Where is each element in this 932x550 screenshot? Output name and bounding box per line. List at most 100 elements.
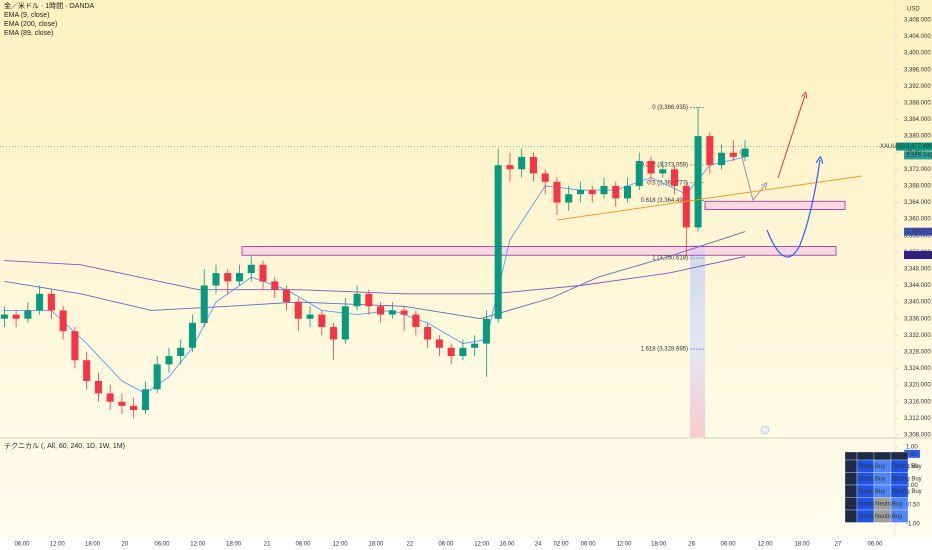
x-tick-label: 16:00 bbox=[499, 542, 515, 548]
candle-body bbox=[47, 293, 55, 311]
table-header: TF bbox=[847, 454, 855, 460]
table-cell-text: Strong Buy bbox=[858, 464, 888, 470]
x-tick-label: 12:00 bbox=[758, 542, 774, 548]
table-cell-text: 1W bbox=[846, 501, 855, 507]
candle-body bbox=[165, 356, 173, 365]
x-tick-label: 21 bbox=[264, 542, 271, 548]
table-cell-text: Neutral bbox=[875, 501, 894, 507]
candle-body bbox=[506, 165, 514, 170]
candle-body bbox=[330, 327, 338, 340]
y-tick-label: 3,384.000 bbox=[904, 117, 931, 123]
x-tick-label: 12:00 bbox=[190, 542, 206, 548]
table-cell-text: 240 bbox=[846, 476, 857, 482]
y-tick-label: 3,316.000 bbox=[904, 399, 931, 405]
time-axis-bg bbox=[0, 537, 932, 550]
x-tick-label: 22 bbox=[407, 542, 414, 548]
y-tick-label: 3,364.000 bbox=[904, 200, 931, 206]
y-tick-label: 3,360.000 bbox=[904, 217, 931, 223]
x-tick-label: 18:00 bbox=[368, 542, 384, 548]
x-tick-label: 27 bbox=[835, 542, 842, 548]
x-tick-label: 06:00 bbox=[868, 542, 884, 548]
candle-body bbox=[682, 185, 690, 228]
trend-line bbox=[556, 175, 863, 221]
osc-tag bbox=[904, 449, 920, 458]
candle-body bbox=[24, 310, 32, 319]
fib-label: 0.382 (3,373.059) bbox=[641, 163, 688, 169]
price-tag-label: 3,377.490 bbox=[906, 144, 932, 150]
table-cell-text: Strong Buy bbox=[892, 464, 922, 470]
y-tick-label: 3,388.000 bbox=[904, 100, 931, 106]
candle-body bbox=[623, 185, 632, 199]
candle-body bbox=[130, 405, 138, 411]
chart-title: 金／米ドル · 1時間 · OANDA bbox=[4, 1, 95, 10]
table-cell-text: 1M bbox=[846, 514, 854, 520]
symbol-tag bbox=[896, 142, 904, 151]
table-cell-text: 1D bbox=[846, 489, 854, 495]
candle-body bbox=[153, 364, 161, 390]
x-tick-label: 12:00 bbox=[474, 542, 490, 548]
y-tick-label: 3,332.000 bbox=[904, 333, 931, 339]
candle-body bbox=[541, 173, 549, 182]
x-tick-label: 20 bbox=[122, 542, 129, 548]
indicator-title: テクニカル (, All, 60, 240, 1D, 1W, 1M) bbox=[4, 442, 125, 450]
table-cell-text: 60 bbox=[846, 464, 853, 470]
candle-body bbox=[612, 185, 620, 199]
up-arrow bbox=[777, 95, 805, 179]
table-cell-text: Buy bbox=[892, 501, 902, 507]
candle-body bbox=[259, 264, 267, 282]
event-icon[interactable] bbox=[760, 425, 770, 435]
candle-body bbox=[494, 165, 502, 319]
table-cell-text: Buy bbox=[875, 489, 885, 495]
candle-body bbox=[365, 293, 373, 307]
y-tick-label: 3,404.000 bbox=[904, 34, 931, 40]
y-tick-label: 3,328.000 bbox=[904, 350, 931, 356]
y-tick-label: 3,380.000 bbox=[904, 134, 931, 140]
legend-entry: EMA (89, close) bbox=[4, 30, 53, 37]
ema-line bbox=[4, 256, 746, 295]
table-header: All bbox=[896, 454, 903, 460]
x-tick-label: 06:00 bbox=[721, 542, 737, 548]
x-tick-label: 12:00 bbox=[50, 542, 66, 548]
x-tick-label: 06:00 bbox=[581, 542, 597, 548]
candle-body bbox=[118, 401, 126, 406]
candle-body bbox=[71, 331, 79, 361]
table-cell-text: Buy bbox=[892, 514, 902, 520]
candle-body bbox=[106, 393, 114, 402]
candle-body bbox=[424, 327, 432, 340]
candle-body bbox=[224, 273, 232, 282]
price-tag bbox=[904, 227, 932, 236]
fib-label: 0.618 (3,364.494) bbox=[641, 198, 688, 204]
y-tick-label: 3,372.000 bbox=[904, 167, 931, 173]
y-tick-label: 3,368.000 bbox=[904, 184, 931, 190]
candle-body bbox=[0, 314, 8, 319]
candle-body bbox=[294, 302, 302, 319]
osc-tick-label: -0.50 bbox=[906, 502, 920, 508]
y-tick-label: 3,312.000 bbox=[904, 416, 931, 422]
candle-body bbox=[271, 281, 279, 290]
plot: 3,308.000 3,312.000 3,316.000 3,320.000 3,32… bbox=[0, 17, 932, 548]
osc-tick-label: 1.00 bbox=[906, 445, 918, 451]
table-cell-text: Strong Buy bbox=[858, 514, 888, 520]
price-tag-label: 3,351.349 bbox=[906, 253, 932, 259]
x-tick-label: 06:00 bbox=[154, 542, 170, 548]
price-tag bbox=[904, 251, 932, 260]
projection-box bbox=[690, 245, 705, 437]
candle-body bbox=[283, 289, 291, 303]
currency-label: USD bbox=[907, 7, 920, 13]
candle-body bbox=[471, 343, 479, 348]
candle-body bbox=[459, 347, 467, 357]
candle-body bbox=[600, 185, 608, 195]
candle-body bbox=[318, 314, 326, 328]
candle-body bbox=[212, 273, 220, 286]
candle-body bbox=[412, 314, 420, 328]
y-tick-label: 3,340.000 bbox=[904, 300, 931, 306]
fib-label: 0 (3,386.935) bbox=[652, 105, 688, 111]
table-cell-text: Strong Buy bbox=[892, 476, 922, 482]
y-tick-label: 3,308.000 bbox=[904, 433, 931, 439]
candle-body bbox=[200, 285, 208, 323]
y-tick-label: 3,324.000 bbox=[904, 366, 931, 372]
candle-body bbox=[141, 389, 149, 411]
candle-body bbox=[388, 310, 396, 315]
candle-body bbox=[177, 347, 185, 357]
